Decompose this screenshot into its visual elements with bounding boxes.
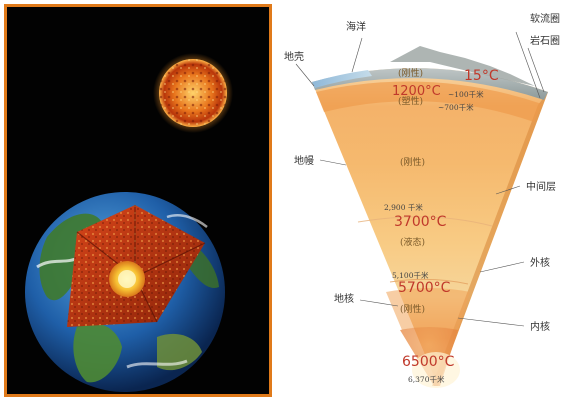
label-asthenosphere: 软流圈 [530,12,560,25]
depth-2900: 2,900 千米 [384,202,423,212]
temp-6500: 6500°C [402,354,455,370]
earth-sun-illustration [4,4,272,397]
depth-100: ~100千米 [448,89,484,99]
earth-sun-svg [25,53,233,392]
label-lithosphere: 岩石圈 [530,34,560,47]
depth-6370: 6,370千米 [408,374,445,384]
temp-1200: 1200°C [392,84,441,99]
asthenosphere-leader [515,31,541,99]
state-rigid-lithosphere: (刚性) [398,67,423,79]
label-outer-core: 外核 [530,256,550,269]
core-leader [359,299,399,307]
layer-wedge [312,68,548,386]
label-crust: 地壳 [284,50,304,63]
state-rigid-mantle: (刚性) [400,156,425,168]
label-ocean: 海洋 [346,20,366,33]
label-core: 地核 [334,292,354,305]
outer-core-leader [479,261,525,273]
earth-structure-diagram: 海洋 软流圈 岩石圈 地壳 地幔 中间层 地核 外核 内核 (刚性) (塑性) … [280,0,573,403]
temp-surface: 15°C [464,68,499,84]
lithosphere-leader [527,47,545,93]
depth-5100: 5,100千米 [392,270,429,280]
label-mantle: 地幔 [294,154,314,167]
temp-5700: 5700°C [398,280,451,296]
mantle-leader [319,159,347,166]
cross-section-svg: 海洋 软流圈 岩石圈 地壳 地幔 中间层 地核 外核 内核 (刚性) (塑性) … [284,12,560,388]
sun-texture [159,59,227,127]
state-plastic: (塑性) [398,95,423,107]
outer-core-band [386,288,470,330]
ocean-strip [312,70,372,88]
label-inner-core: 内核 [530,320,550,333]
label-middle-layer: 中间层 [526,180,556,193]
crust-leader [295,63,315,87]
mountain-surface [390,46,535,86]
asthenosphere-band [316,81,542,122]
depth-700: ~700千米 [438,102,474,112]
state-liquid: (液态) [400,236,425,248]
middle-layer-leader [495,185,521,195]
temp-3700: 3700°C [394,214,447,230]
inner-core-leader [457,317,525,327]
state-rigid-core: (刚性) [400,303,425,315]
cutaway-earth [25,192,225,392]
ocean-leader [351,37,363,73]
